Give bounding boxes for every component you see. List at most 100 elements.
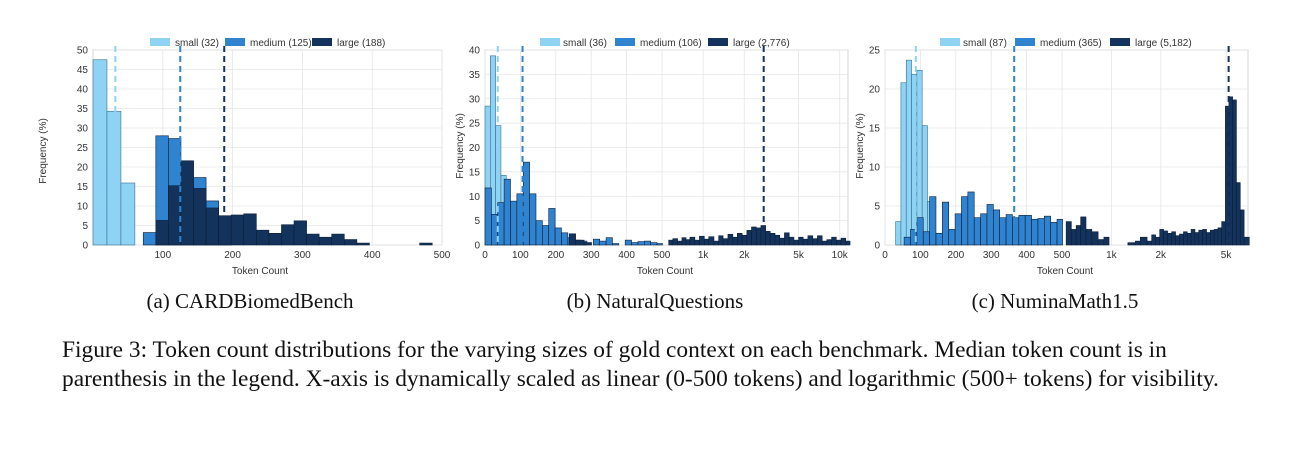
x-tick-label: 300 [983, 250, 1000, 261]
bar-large [1194, 232, 1200, 246]
x-tick-label: 10k [832, 250, 849, 261]
bar-large [1221, 221, 1226, 246]
chart-naturalquestions: small (36) medium (106) large (2,776) To… [455, 38, 851, 277]
y-tick-label: 5 [874, 202, 880, 213]
bar-large [1065, 221, 1072, 246]
bar-small [900, 82, 907, 246]
bar-large [1210, 229, 1215, 246]
bar-large [689, 236, 696, 246]
bar-large [1151, 234, 1156, 246]
bar-medium [484, 187, 492, 246]
y-tick-label: 10 [869, 163, 881, 174]
legend-label-small: small (36) [563, 38, 607, 49]
series-medium [484, 161, 663, 246]
legend-label-large: large (2,776) [733, 38, 790, 49]
y-tick-label: 25 [869, 46, 881, 57]
bar-medium [942, 201, 950, 246]
x-tick-label: 300 [294, 250, 311, 261]
x-axis-label: Token Count [637, 266, 693, 277]
x-tick-label: 500 [1054, 250, 1071, 261]
bar-medium [503, 178, 511, 246]
y-tick-label: 30 [469, 94, 481, 105]
x-tick-label: 500 [434, 250, 451, 261]
plot-area [884, 49, 1249, 246]
bar-large [343, 239, 358, 246]
bar-medium [510, 200, 518, 246]
bar-large [845, 240, 851, 246]
bar-large [769, 233, 776, 246]
y-tick-label: 20 [469, 143, 481, 154]
bar-medium [993, 209, 1000, 246]
x-tick-label: 500 [654, 250, 671, 261]
bar-medium [967, 191, 975, 246]
x-tick-label: 100 [512, 250, 529, 261]
bar-large [1139, 236, 1148, 246]
subcaption-c: (c) NuminaMath1.5 [971, 289, 1139, 313]
bar-large [1075, 225, 1081, 246]
bar-small [120, 182, 136, 246]
bar-large [1127, 242, 1136, 246]
bar-medium [605, 237, 613, 246]
bar-large [1159, 229, 1164, 246]
bar-large [732, 236, 738, 246]
legend: small (36) medium (106) large (2,776) [540, 38, 790, 49]
bar-large [722, 238, 729, 246]
y-tick-label: 5 [474, 216, 480, 227]
x-axis-label: Token Count [232, 266, 288, 277]
plot-frame [884, 49, 1249, 246]
bar-large [1206, 232, 1211, 246]
bar-large [751, 226, 757, 246]
bar-large [1202, 229, 1207, 246]
bar-medium [999, 217, 1007, 246]
bar-large [1171, 231, 1176, 246]
legend: small (87) medium (365) large (5,182) [940, 38, 1192, 49]
bar-large [727, 233, 734, 246]
legend-label-medium: medium (365) [1040, 38, 1102, 49]
bar-medium [903, 236, 911, 246]
bar-large [708, 236, 715, 246]
bar-large [741, 234, 748, 246]
bar-large [1239, 209, 1245, 246]
y-tick-label: 35 [469, 70, 481, 81]
legend-label-medium: medium (106) [640, 38, 702, 49]
subcaption-b: (b) NaturalQuestions [566, 289, 744, 313]
bar-medium [542, 225, 550, 246]
bar-large [318, 236, 333, 246]
bar-large [1071, 229, 1077, 246]
y-tick-label: 15 [77, 182, 89, 193]
bar-large [256, 229, 270, 246]
y-tick-label: 10 [77, 202, 89, 213]
bar-large [1091, 231, 1099, 246]
bar-medium [922, 231, 930, 246]
bar-large [713, 240, 719, 246]
y-tick-label: 45 [77, 65, 89, 76]
bar-medium [954, 213, 962, 246]
bar-medium [1031, 218, 1039, 246]
legend-swatch-medium [1015, 38, 1035, 46]
bar-large [685, 239, 691, 246]
bar-large [1243, 236, 1250, 246]
bar-large [817, 235, 823, 246]
bar-large [168, 185, 182, 246]
x-tick-label: 1k [698, 250, 710, 261]
bar-medium [1037, 218, 1045, 246]
legend-swatch-medium [225, 38, 245, 46]
bar-small [92, 59, 108, 246]
legend-label-small: small (32) [175, 38, 219, 49]
bar-large [668, 239, 674, 246]
bar-large [1135, 240, 1141, 246]
bar-large [306, 233, 320, 246]
bar-medium [935, 233, 943, 246]
bar-large [1213, 229, 1219, 246]
legend-label-large: large (5,182) [1135, 38, 1192, 49]
x-tick-label: 0 [882, 250, 888, 261]
bar-large [268, 233, 282, 246]
series-large [568, 225, 851, 246]
bar-large [243, 213, 257, 246]
bar-large [331, 233, 345, 246]
bar-large [583, 242, 592, 246]
x-tick-label: 200 [224, 250, 241, 261]
bar-large [1146, 240, 1152, 246]
bar-large [155, 220, 169, 246]
bar-large [831, 236, 837, 246]
